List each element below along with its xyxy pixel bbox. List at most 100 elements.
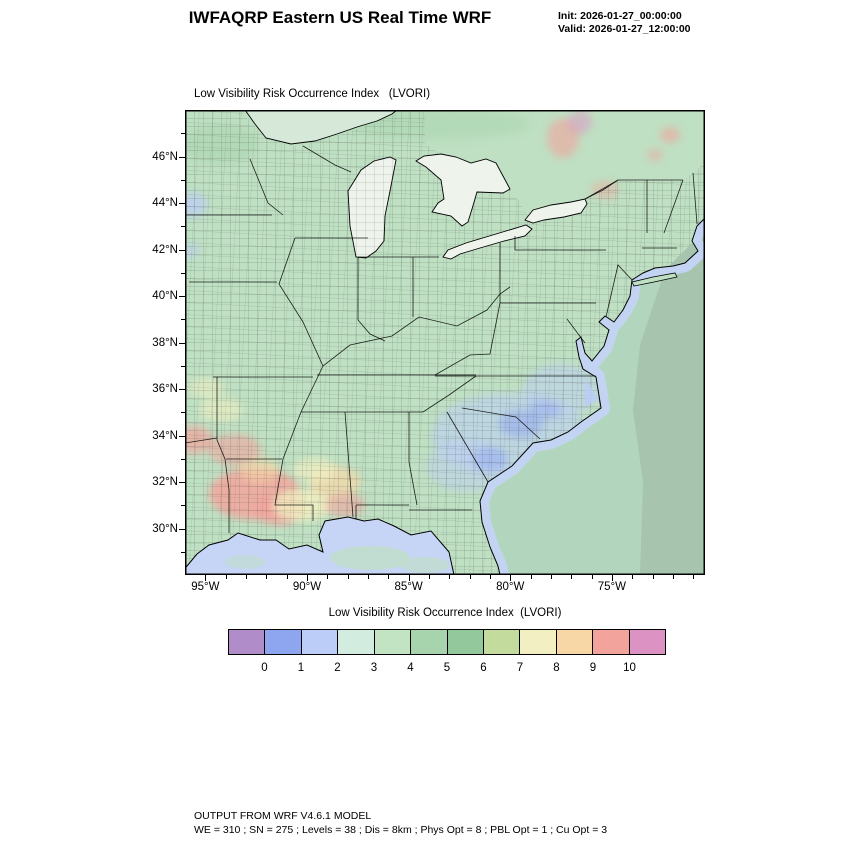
lon-tick-mark xyxy=(286,575,288,579)
valid-time: Valid: 2026-01-27_12:00:00 xyxy=(558,23,691,35)
colorbar-segment xyxy=(337,629,375,655)
colorbar-tick-label: 0 xyxy=(261,662,268,674)
colorbar-segment xyxy=(446,629,484,655)
colorbar-title: Low Visibility Risk Occurrence Index (LV… xyxy=(328,607,562,619)
colorbar-tick-label: 5 xyxy=(443,662,451,674)
lake-huron xyxy=(415,153,511,227)
colorbar-tick-label: 7 xyxy=(516,662,524,674)
lon-tick-mark xyxy=(652,575,654,579)
y-axis-tick-label: 32°N xyxy=(152,476,178,488)
lon-tick-mark xyxy=(327,575,329,579)
y-axis-tick-label: 38°N xyxy=(152,336,178,349)
lat-tick-mark xyxy=(179,389,185,390)
lat-tick-mark xyxy=(179,528,185,530)
colorbar-segment xyxy=(300,629,339,655)
pamlico-sound xyxy=(585,380,599,406)
lat-tick-mark xyxy=(179,435,185,437)
init-time: Init: 2026-01-27_00:00:00 xyxy=(558,10,682,22)
lon-tick-mark xyxy=(347,575,349,579)
lat-tick-mark xyxy=(179,296,185,297)
x-axis-tick-label: 90°W xyxy=(292,581,322,593)
colorbar-segment xyxy=(373,629,412,655)
colorbar-tick-label: 6 xyxy=(480,662,487,674)
lat-tick-mark xyxy=(179,342,185,344)
footer: OUTPUT FROM WRF V4.6.1 MODEL WE = 310 ; … xyxy=(194,810,607,837)
colorbar-segment xyxy=(410,629,448,655)
lat-tick-mark xyxy=(179,203,185,204)
colorbar-segment xyxy=(519,629,557,655)
x-axis-tick-label: 85°W xyxy=(394,581,423,593)
colorbar-segment xyxy=(264,629,302,655)
lat-tick-mark xyxy=(179,249,185,251)
lon-tick-mark xyxy=(449,575,451,579)
run-metadata: Init: 2026-01-27_00:00:00 Valid: 2026-01… xyxy=(558,10,691,36)
lat-tick-mark xyxy=(181,365,185,367)
y-axis-tick-label: 36°N xyxy=(152,383,178,395)
lat-tick-mark xyxy=(181,458,185,460)
x-axis-tick-label: 95°W xyxy=(191,581,220,593)
plot-title: Low Visibility Risk Occurrence Index (LV… xyxy=(194,88,431,100)
lake-ontario xyxy=(524,198,588,224)
lake-erie xyxy=(442,224,533,260)
lake-superior xyxy=(244,110,398,145)
state-borders xyxy=(185,145,698,533)
colorbar-tick-label: 4 xyxy=(407,662,414,674)
lvori-map xyxy=(185,110,705,575)
lon-tick-mark xyxy=(672,575,674,579)
great-lakes xyxy=(244,110,619,260)
y-axis-tick-label: 44°N xyxy=(152,197,178,209)
colorbar-tick-label: 9 xyxy=(589,662,597,674)
colorbar xyxy=(228,629,667,655)
colorbar-tick-label: 2 xyxy=(334,662,341,674)
lon-tick-mark xyxy=(611,575,613,581)
y-axis-tick-label: 30°N xyxy=(152,522,178,535)
lon-tick-mark xyxy=(550,575,552,579)
lon-tick-mark xyxy=(530,575,532,579)
lon-tick-mark xyxy=(428,575,430,579)
y-axis-tick-label: 46°N xyxy=(152,150,178,163)
colorbar-tick-label: 10 xyxy=(623,662,636,674)
lon-tick-mark xyxy=(489,575,491,579)
lon-tick-mark xyxy=(408,575,410,581)
lon-tick-mark xyxy=(510,575,512,581)
lon-tick-mark xyxy=(205,575,207,581)
lon-tick-mark xyxy=(693,575,695,579)
lat-tick-mark xyxy=(179,156,185,158)
colorbar-segment xyxy=(555,629,594,655)
y-axis-tick-label: 34°N xyxy=(152,429,178,442)
colorbar-segment xyxy=(628,629,667,655)
colorbar-tick-label: 3 xyxy=(370,662,378,674)
lat-tick-mark xyxy=(181,412,185,414)
colorbar-tick-label: 8 xyxy=(553,662,560,674)
lon-tick-mark xyxy=(571,575,573,579)
lat-tick-mark xyxy=(181,226,185,228)
colorbar-tick-label: 1 xyxy=(297,662,305,674)
colorbar-segment xyxy=(592,629,630,655)
lat-tick-mark xyxy=(181,272,185,274)
lon-tick-mark xyxy=(388,575,390,579)
colorbar-segment xyxy=(228,629,266,655)
lon-tick-mark xyxy=(632,575,634,579)
colorbar-labels: 0 1 2 3 4 5 6 7 8 9 10 xyxy=(228,662,666,676)
lat-tick-mark xyxy=(181,179,185,181)
footer-config-line: WE = 310 ; SN = 275 ; Levels = 38 ; Dis … xyxy=(194,823,608,836)
lat-tick-mark xyxy=(181,551,185,553)
x-axis-tick-label: 80°W xyxy=(496,581,525,593)
page-title: IWFAQRP Eastern US Real Time WRF xyxy=(188,8,492,27)
offshore-gray-water xyxy=(633,230,705,575)
x-axis-tick-label: 75°W xyxy=(597,581,627,593)
lat-tick-mark xyxy=(179,482,185,483)
lat-tick-mark xyxy=(181,505,185,507)
long-island xyxy=(631,272,678,287)
lat-tick-mark xyxy=(181,133,185,135)
y-axis-tick-label: 42°N xyxy=(152,243,178,256)
lat-tick-mark xyxy=(181,319,185,321)
lon-tick-mark xyxy=(266,575,268,579)
gulf-green-patches xyxy=(225,546,450,573)
lon-tick-mark xyxy=(591,575,593,579)
lon-tick-mark xyxy=(225,575,227,579)
footer-model-line: OUTPUT FROM WRF V4.6.1 MODEL xyxy=(194,810,372,822)
lon-tick-mark xyxy=(306,575,308,581)
lon-tick-mark xyxy=(245,575,247,579)
